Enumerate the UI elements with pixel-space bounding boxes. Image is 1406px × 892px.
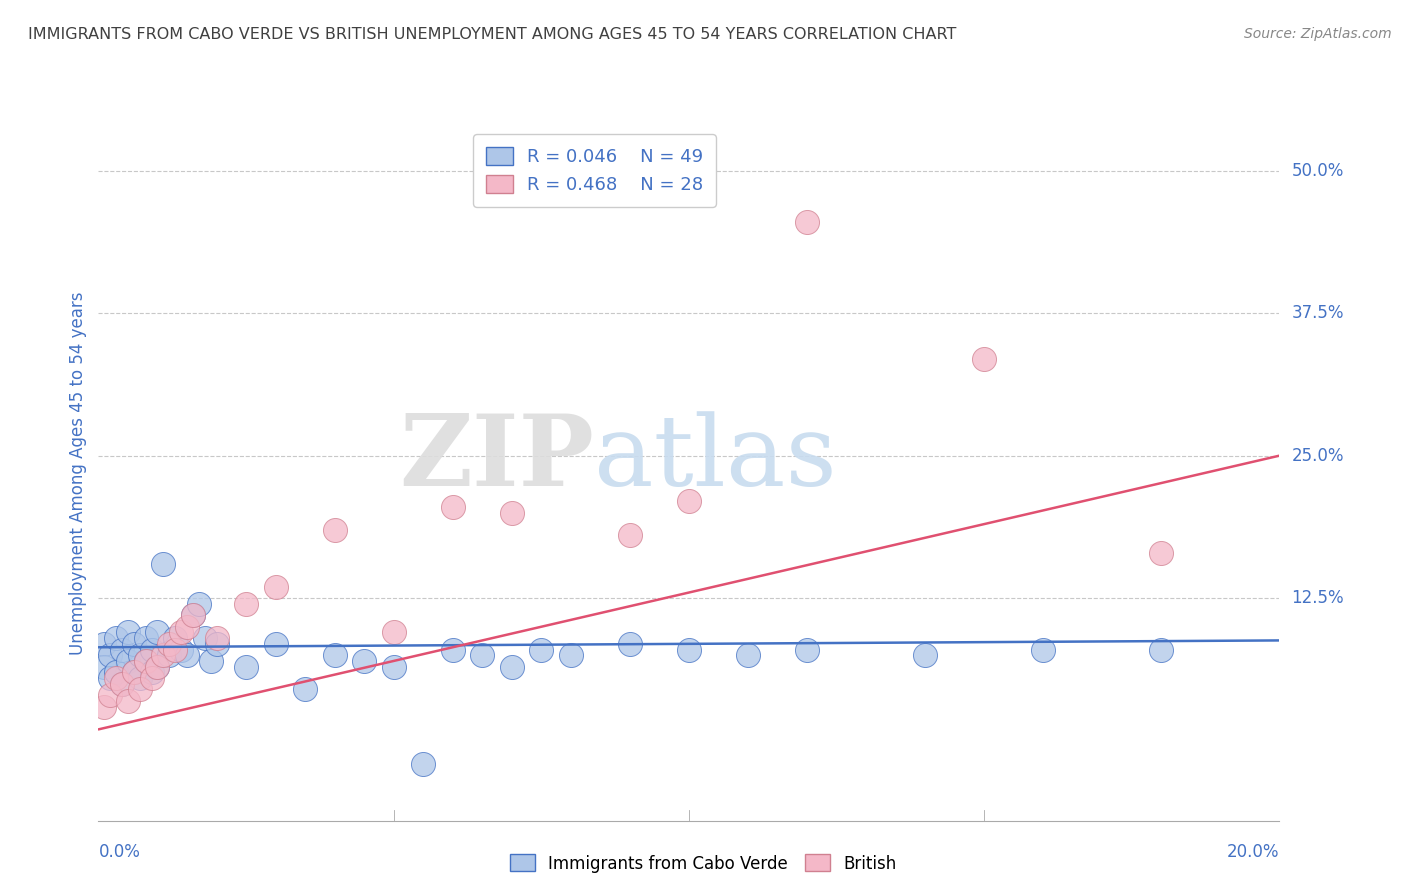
Point — [382, 625, 405, 640]
Point — [353, 654, 375, 668]
Point — [128, 671, 150, 685]
Text: 12.5%: 12.5% — [1291, 590, 1344, 607]
Point — [441, 500, 464, 514]
Point — [128, 682, 150, 697]
Point — [105, 671, 128, 685]
Point — [117, 625, 139, 640]
Point — [117, 654, 139, 668]
Point — [165, 642, 187, 657]
Point — [157, 648, 180, 663]
Point — [93, 699, 115, 714]
Point — [235, 659, 257, 673]
Point — [1150, 546, 1173, 560]
Point — [105, 665, 128, 680]
Point — [146, 659, 169, 673]
Point — [128, 648, 150, 663]
Point — [914, 648, 936, 663]
Point — [98, 671, 121, 685]
Point — [93, 659, 115, 673]
Y-axis label: Unemployment Among Ages 45 to 54 years: Unemployment Among Ages 45 to 54 years — [69, 291, 87, 655]
Text: 37.5%: 37.5% — [1291, 304, 1344, 322]
Point — [382, 659, 405, 673]
Point — [141, 671, 163, 685]
Text: 25.0%: 25.0% — [1291, 447, 1344, 465]
Point — [181, 608, 204, 623]
Point — [98, 688, 121, 702]
Text: ZIP: ZIP — [399, 410, 595, 508]
Point — [165, 631, 187, 645]
Point — [135, 654, 157, 668]
Point — [122, 665, 145, 680]
Point — [619, 637, 641, 651]
Point — [737, 648, 759, 663]
Point — [678, 642, 700, 657]
Point — [146, 659, 169, 673]
Point — [111, 642, 134, 657]
Text: 20.0%: 20.0% — [1227, 843, 1279, 861]
Point — [501, 659, 523, 673]
Point — [181, 608, 204, 623]
Point — [141, 665, 163, 680]
Point — [194, 631, 217, 645]
Text: atlas: atlas — [595, 411, 837, 507]
Point — [235, 597, 257, 611]
Point — [323, 648, 346, 663]
Text: Source: ZipAtlas.com: Source: ZipAtlas.com — [1244, 27, 1392, 41]
Point — [1032, 642, 1054, 657]
Point — [122, 665, 145, 680]
Point — [170, 642, 193, 657]
Point — [157, 637, 180, 651]
Point — [1150, 642, 1173, 657]
Point — [170, 625, 193, 640]
Point — [619, 528, 641, 542]
Point — [176, 648, 198, 663]
Point — [678, 494, 700, 508]
Legend: R = 0.046    N = 49, R = 0.468    N = 28: R = 0.046 N = 49, R = 0.468 N = 28 — [472, 134, 716, 207]
Point — [122, 637, 145, 651]
Point — [471, 648, 494, 663]
Legend: Immigrants from Cabo Verde, British: Immigrants from Cabo Verde, British — [503, 847, 903, 880]
Point — [135, 654, 157, 668]
Point — [111, 677, 134, 691]
Point — [323, 523, 346, 537]
Point — [141, 642, 163, 657]
Point — [117, 694, 139, 708]
Text: 50.0%: 50.0% — [1291, 161, 1344, 179]
Point — [530, 642, 553, 657]
Point — [105, 631, 128, 645]
Point — [294, 682, 316, 697]
Point — [560, 648, 582, 663]
Point — [152, 557, 174, 571]
Point — [111, 677, 134, 691]
Point — [93, 637, 115, 651]
Point — [176, 620, 198, 634]
Point — [796, 642, 818, 657]
Point — [146, 625, 169, 640]
Point — [205, 631, 228, 645]
Text: 0.0%: 0.0% — [98, 843, 141, 861]
Point — [441, 642, 464, 657]
Point — [200, 654, 222, 668]
Point — [501, 506, 523, 520]
Point — [264, 580, 287, 594]
Point — [135, 631, 157, 645]
Point — [152, 648, 174, 663]
Point — [973, 351, 995, 366]
Point — [205, 637, 228, 651]
Point — [796, 215, 818, 229]
Point — [412, 756, 434, 771]
Point — [187, 597, 209, 611]
Point — [98, 648, 121, 663]
Text: IMMIGRANTS FROM CABO VERDE VS BRITISH UNEMPLOYMENT AMONG AGES 45 TO 54 YEARS COR: IMMIGRANTS FROM CABO VERDE VS BRITISH UN… — [28, 27, 956, 42]
Point — [264, 637, 287, 651]
